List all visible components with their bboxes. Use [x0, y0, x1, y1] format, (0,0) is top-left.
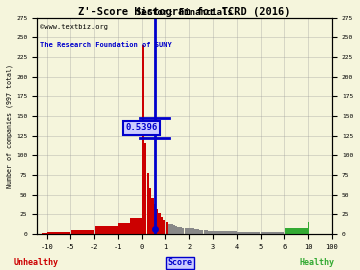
- Bar: [177, 227, 180, 234]
- Bar: [213, 231, 225, 234]
- Y-axis label: Number of companies (997 total): Number of companies (997 total): [7, 64, 13, 188]
- Bar: [151, 198, 154, 234]
- Bar: [180, 227, 182, 234]
- Bar: [130, 218, 141, 234]
- Bar: [118, 223, 130, 234]
- Bar: [175, 226, 177, 234]
- Bar: [156, 209, 158, 234]
- Bar: [189, 228, 194, 234]
- Bar: [185, 228, 187, 234]
- Bar: [154, 204, 156, 234]
- Bar: [47, 232, 70, 234]
- Text: Score: Score: [167, 258, 193, 267]
- Text: Healthy: Healthy: [299, 258, 334, 267]
- Bar: [285, 228, 308, 234]
- Bar: [71, 230, 94, 234]
- Bar: [194, 229, 199, 234]
- Bar: [168, 224, 170, 234]
- Bar: [170, 224, 172, 234]
- Bar: [147, 173, 149, 234]
- Bar: [163, 220, 166, 234]
- Bar: [199, 230, 203, 234]
- Bar: [204, 230, 208, 234]
- Text: ©www.textbiz.org: ©www.textbiz.org: [40, 24, 108, 30]
- Bar: [144, 143, 147, 234]
- Bar: [261, 232, 284, 234]
- Bar: [149, 188, 151, 234]
- Bar: [173, 225, 175, 234]
- Bar: [187, 228, 189, 234]
- Bar: [237, 232, 260, 234]
- Bar: [225, 231, 237, 234]
- Text: Sector: Financials: Sector: Financials: [136, 8, 233, 17]
- Bar: [161, 217, 163, 234]
- Bar: [208, 231, 213, 234]
- Text: The Research Foundation of SUNY: The Research Foundation of SUNY: [40, 42, 172, 48]
- Bar: [42, 233, 47, 234]
- Bar: [95, 226, 118, 234]
- Title: Z'-Score Histogram for TCRD (2016): Z'-Score Histogram for TCRD (2016): [78, 7, 291, 17]
- Bar: [166, 222, 168, 234]
- Text: 0.5396: 0.5396: [125, 123, 158, 132]
- Bar: [142, 45, 144, 234]
- Bar: [308, 222, 309, 234]
- Bar: [158, 213, 161, 234]
- Text: Unhealthy: Unhealthy: [14, 258, 58, 267]
- Bar: [182, 228, 184, 234]
